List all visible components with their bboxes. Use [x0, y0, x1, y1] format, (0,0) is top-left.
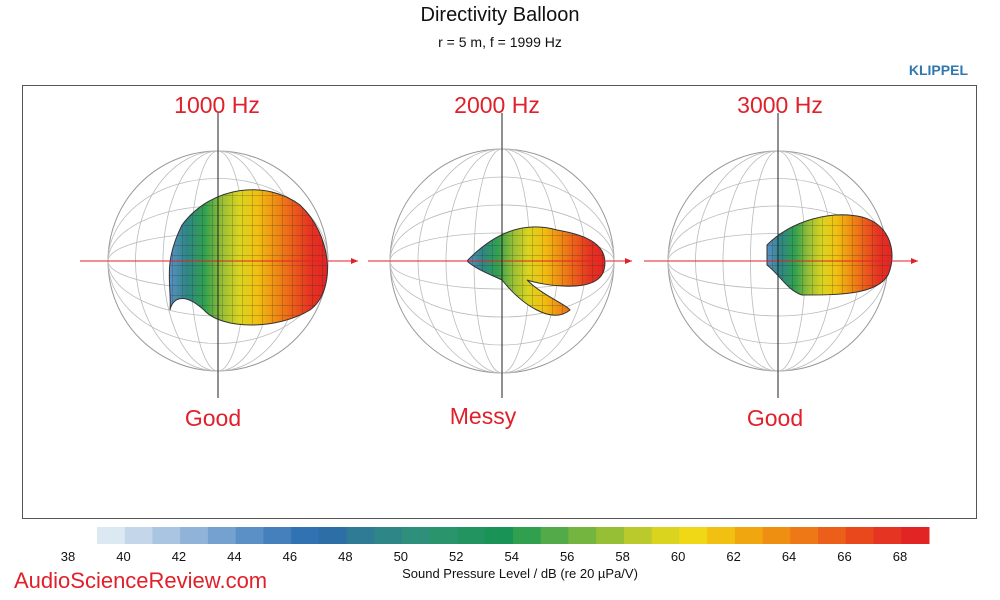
- chart-title: Directivity Balloon: [420, 4, 580, 26]
- colorbar-tick-label: 42: [172, 549, 186, 564]
- colorbar-segment: [734, 527, 764, 544]
- colorbar-segment: [623, 527, 653, 544]
- colorbar-segment: [790, 527, 819, 544]
- colorbar-tick-label: 66: [837, 549, 851, 564]
- colorbar-tick-label: 44: [227, 549, 241, 564]
- colorbar-segment: [346, 527, 375, 544]
- colorbar-segment: [429, 527, 459, 544]
- colorbar-tick-label: 52: [449, 549, 463, 564]
- panel-1-verdict-label: Good: [184, 405, 242, 431]
- colorbar-tick-label: 40: [116, 549, 130, 564]
- colorbar-segment: [873, 527, 902, 544]
- colorbar-tick-label: 68: [893, 549, 907, 564]
- colorbar-segment: [485, 527, 514, 544]
- colorbar-segment: [180, 527, 209, 544]
- colorbar-segment: [235, 527, 264, 544]
- colorbar-label: Sound Pressure Level / dB (re 20 µPa/V): [402, 566, 638, 581]
- panel-3-verdict-label: Good: [746, 405, 804, 431]
- colorbar-segment: [152, 527, 181, 544]
- plot-frame: [22, 85, 977, 519]
- colorbar-segment: [679, 527, 708, 544]
- balloon-mesh: [767, 214, 893, 295]
- colorbar-segment: [207, 527, 237, 544]
- axis-arrow: [351, 258, 358, 264]
- colorbar-segment: [513, 527, 542, 544]
- panel-2-frequency-label: 2000 Hz: [454, 92, 540, 118]
- colorbar-segment: [374, 527, 403, 544]
- balloon-mesh: [467, 226, 605, 316]
- colorbar-tick-label: 38: [61, 549, 75, 564]
- panel-3-frequency-label: 3000 Hz: [737, 92, 823, 118]
- brand-label: KLIPPEL: [908, 62, 968, 78]
- colorbar-segment: [568, 527, 597, 544]
- colorbar-segment: [263, 527, 292, 544]
- watermark-text: AudioScienceReview.com: [14, 568, 268, 593]
- balloon-panel-1: [80, 113, 358, 398]
- colorbar-segment: [291, 527, 320, 544]
- colorbar-tick-label: 62: [726, 549, 740, 564]
- colorbar-segment: [97, 527, 126, 544]
- balloon-plot-area: [80, 113, 918, 398]
- balloon-panel-3: [644, 113, 918, 398]
- colorbar-tick-label: 50: [394, 549, 408, 564]
- colorbar-tick-label: 46: [283, 549, 297, 564]
- colorbar-segment: [651, 527, 680, 544]
- colorbar-segment: [762, 527, 791, 544]
- axis-arrow: [625, 258, 632, 264]
- colorbar: 38 40 42 44 46 48 50 52 54 56 58 60 62 64 66 68: [61, 527, 930, 564]
- colorbar-segment: [402, 527, 431, 544]
- colorbar-segment: [457, 527, 486, 544]
- colorbar-tick-label: 64: [782, 549, 796, 564]
- colorbar-segment: [540, 527, 569, 544]
- colorbar-tick-label: 54: [504, 549, 518, 564]
- colorbar-tick-label: 58: [615, 549, 629, 564]
- panel-1-frequency-label: 1000 Hz: [174, 92, 260, 118]
- balloon-panel-2: [368, 113, 632, 398]
- chart-subtitle: r = 5 m, f = 1999 Hz: [438, 34, 562, 50]
- colorbar-segment: [901, 527, 930, 544]
- colorbar-tick-label: 48: [338, 549, 352, 564]
- colorbar-segment: [845, 527, 875, 544]
- colorbar-segment: [124, 527, 153, 544]
- colorbar-segment: [596, 527, 625, 544]
- colorbar-segment: [818, 527, 847, 544]
- colorbar-tick-label: 60: [671, 549, 685, 564]
- colorbar-tick-label: 56: [560, 549, 574, 564]
- axis-arrow: [911, 258, 918, 264]
- colorbar-segment: [707, 527, 736, 544]
- balloon-mesh: [169, 189, 328, 325]
- colorbar-segment: [318, 527, 348, 544]
- panel-2-verdict-label: Messy: [449, 403, 517, 429]
